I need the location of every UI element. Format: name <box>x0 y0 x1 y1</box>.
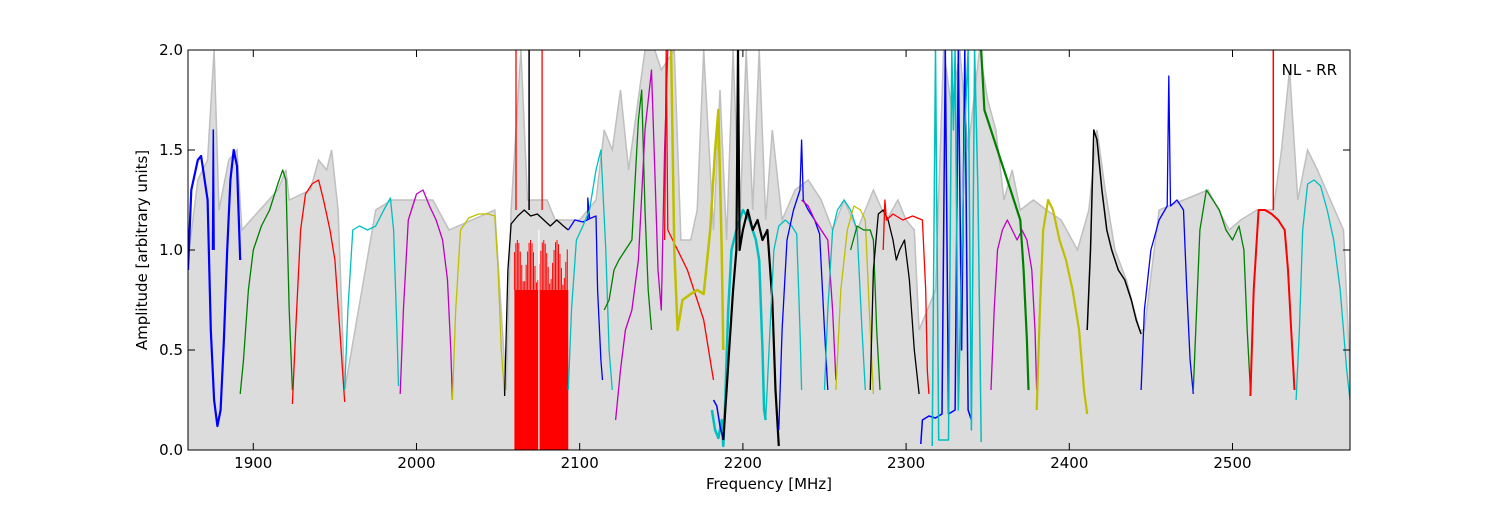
series-line-27 <box>869 209 920 395</box>
series-line-24 <box>823 199 866 391</box>
series-line-30 <box>931 50 982 447</box>
series-line-6 <box>451 213 506 401</box>
series-line-5 <box>399 189 454 401</box>
series-line-11 <box>567 215 604 381</box>
y-tick-label: 2.0 <box>159 41 183 59</box>
series-line-33 <box>1035 198 1089 415</box>
y-tick-label: 1.5 <box>159 141 183 159</box>
series-line-32 <box>980 50 1030 391</box>
y-tick-label: 0.5 <box>159 341 183 359</box>
series-line-28 <box>882 199 930 395</box>
series-line-19 <box>712 399 725 441</box>
series-layer <box>188 50 1350 448</box>
x-tick-label: 2500 <box>1213 454 1251 472</box>
x-tick-label: 2400 <box>1050 454 1088 472</box>
tick-layer: 1900 2000 2100 2200 2300 2400 2500 0.0 0.5 1.0 1.5… <box>159 41 1350 472</box>
series-line-7 <box>503 209 569 397</box>
y-tick-label: 1.0 <box>159 241 183 259</box>
series-line-16 <box>663 50 715 381</box>
series-line-34 <box>1086 129 1142 335</box>
x-tick-label: 1900 <box>234 454 272 472</box>
series-line-13 <box>567 149 613 391</box>
series-line-21 <box>765 219 803 421</box>
series-line-17 <box>669 50 725 351</box>
series-line-2 <box>239 169 294 395</box>
series-line-22 <box>778 139 829 431</box>
series-line-0 <box>188 148 242 428</box>
y-axis-label: Amplitude [arbitrary units] <box>133 150 151 350</box>
series-line-31 <box>990 219 1038 391</box>
chart-annotation: NL - RR <box>1282 61 1337 79</box>
series-line-25 <box>835 205 875 395</box>
plot-frame <box>187 49 1351 451</box>
series-line-39 <box>1295 179 1350 401</box>
series-line-37 <box>1249 209 1296 397</box>
x-tick-label: 2200 <box>724 454 762 472</box>
dense-band-0 <box>514 290 569 450</box>
band-layer <box>513 230 569 450</box>
series-line-36 <box>1192 189 1252 391</box>
x-tick-label: 2000 <box>397 454 435 472</box>
series-line-23 <box>801 199 837 381</box>
series-line-35 <box>1140 75 1194 395</box>
series-line-4 <box>344 197 400 391</box>
x-tick-label: 2100 <box>561 454 599 472</box>
y-tick-label: 0.0 <box>159 441 183 459</box>
background-envelope-line <box>188 50 1350 391</box>
series-line-20 <box>722 50 780 447</box>
series-line-14 <box>603 89 653 331</box>
x-tick-label: 2300 <box>887 454 925 472</box>
x-axis-label: Frequency [MHz] <box>706 475 832 493</box>
series-line-26 <box>849 225 881 391</box>
series-line-1 <box>211 129 215 251</box>
series-line-15 <box>614 50 669 421</box>
series-line-3 <box>291 179 346 405</box>
